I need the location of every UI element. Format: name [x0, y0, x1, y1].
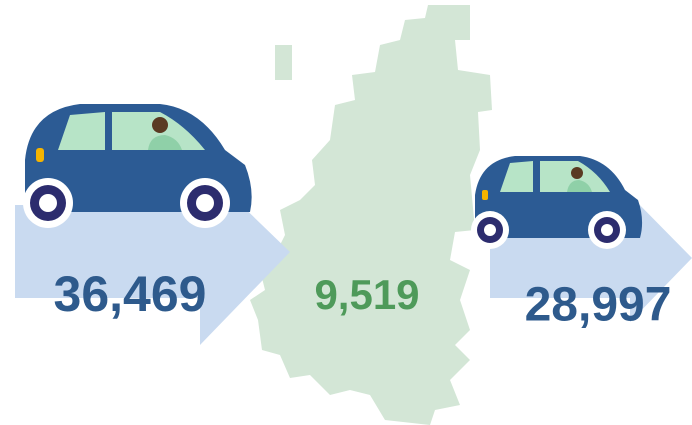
city-map [250, 5, 492, 425]
inflow-number: 36,469 [54, 266, 207, 322]
outflow-number: 28,997 [525, 279, 672, 332]
internal-number: 9,519 [314, 271, 419, 318]
car-right [471, 156, 643, 249]
car-left [23, 104, 252, 228]
